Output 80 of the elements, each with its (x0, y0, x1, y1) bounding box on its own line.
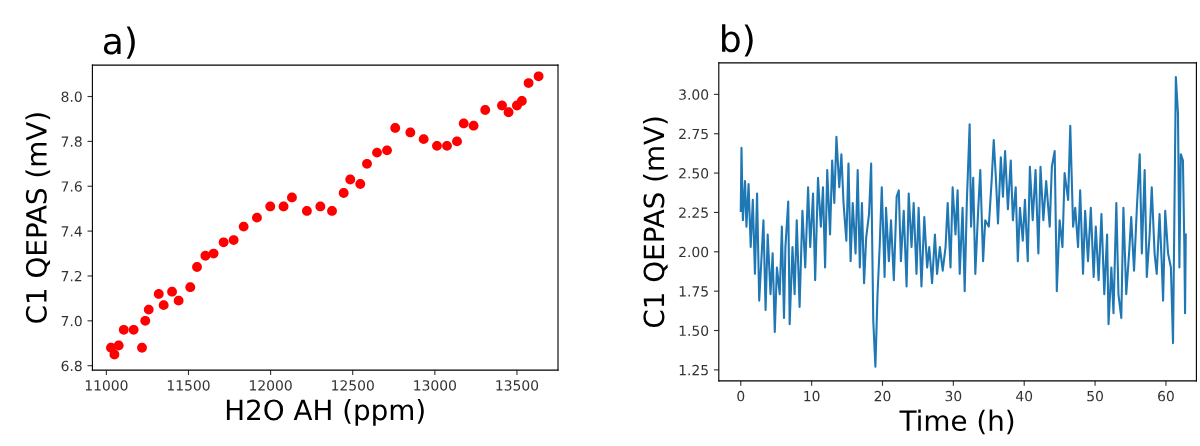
point (345, 174, 356, 185)
point (523, 78, 534, 88)
point (405, 127, 416, 138)
x-tick-label: 11500 (167, 380, 210, 391)
line-series (739, 76, 1187, 368)
y-tick-label: 7.2 (61, 270, 82, 282)
point (315, 201, 326, 212)
x-tick-label: 40 (1016, 390, 1033, 402)
y-tick-label: 1.75 (679, 286, 708, 297)
point (228, 235, 239, 245)
point (278, 201, 289, 212)
point (516, 96, 527, 106)
y-tick-label: 6.8 (61, 360, 82, 372)
point (238, 221, 249, 232)
x-tick-label: 60 (1158, 390, 1174, 402)
x-tick-label: 30 (945, 390, 962, 402)
point (301, 206, 312, 216)
point (390, 123, 401, 133)
y-tick-label: 1.25 (679, 364, 708, 376)
point (200, 250, 211, 261)
point (452, 136, 462, 147)
y-tick-label: 7.8 (61, 136, 82, 147)
point (327, 206, 337, 216)
point (480, 105, 491, 115)
point (442, 140, 452, 151)
point (503, 107, 514, 118)
point (128, 324, 139, 335)
x-tick-label: 50 (1087, 390, 1103, 402)
y-axis-title: C1 QEPAS (mV) (642, 117, 668, 328)
y-tick-label: 2.50 (679, 168, 709, 179)
y-tick-label: 8.0 (61, 91, 82, 102)
point (458, 118, 469, 129)
y-tick-label: 2.00 (679, 246, 709, 258)
y-tick-label: 3.00 (679, 89, 709, 100)
point (192, 262, 202, 272)
point (218, 237, 229, 248)
x-tick-label: 12000 (250, 380, 292, 391)
point (497, 100, 507, 111)
y-tick-label: 2.75 (679, 128, 708, 140)
x-tick-label: 20 (874, 390, 891, 402)
x-axis-title: H2O AH (ppm) (226, 398, 424, 426)
x-tick-label: 12500 (332, 380, 374, 391)
point (355, 179, 366, 189)
x-tick-label: 10 (804, 390, 820, 402)
point (468, 120, 479, 131)
chart-title: b) (722, 24, 753, 57)
x-tick-label: 13000 (414, 380, 456, 391)
y-tick-label: 1.50 (679, 325, 709, 336)
x-tick-label: 13500 (496, 380, 539, 391)
point (252, 212, 262, 223)
point (362, 158, 372, 169)
point (113, 340, 124, 351)
point (418, 134, 429, 145)
y-tick-label: 7.6 (61, 181, 82, 192)
point (432, 140, 442, 151)
point (109, 349, 120, 360)
point (382, 145, 392, 156)
point (533, 71, 544, 82)
y-tick-label: 2.25 (679, 207, 708, 218)
y-tick-label: 7.0 (61, 315, 82, 327)
chart-title: a) (103, 26, 135, 59)
point (153, 289, 164, 299)
point (372, 147, 382, 158)
x-tick-label: 11000 (85, 380, 128, 391)
point (137, 342, 147, 353)
point (287, 192, 297, 203)
point (265, 201, 276, 212)
point (338, 188, 349, 198)
point (118, 324, 129, 335)
y-tick-label: 7.4 (61, 226, 82, 237)
point (208, 248, 219, 259)
point (167, 286, 177, 297)
point (140, 315, 151, 326)
point (185, 282, 196, 293)
x-tick-label: 0 (737, 390, 745, 402)
point (143, 304, 154, 315)
x-axis-title: Time (h) (899, 409, 1014, 435)
y-axis-title: C1 QEPAS (mV) (25, 113, 51, 323)
point (158, 300, 169, 311)
point (173, 295, 184, 306)
